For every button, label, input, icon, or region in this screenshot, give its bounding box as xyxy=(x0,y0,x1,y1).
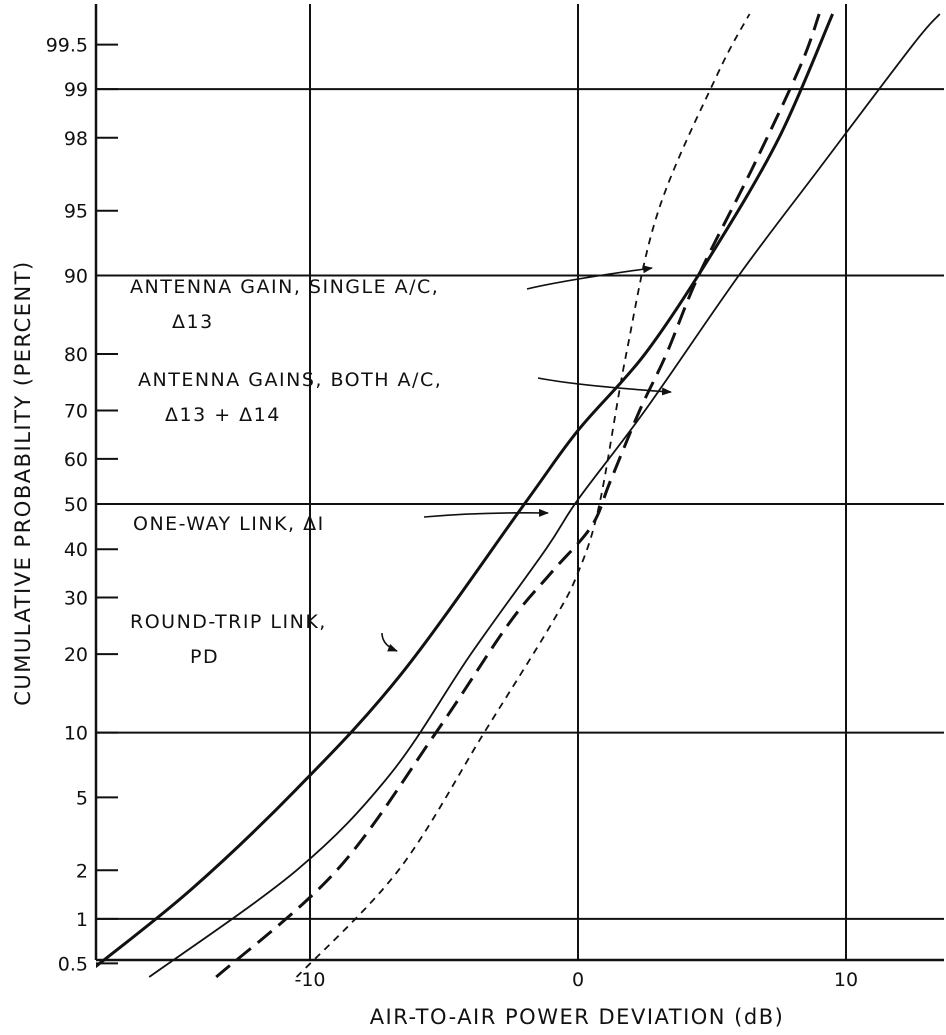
y-tick-label: 5 xyxy=(76,787,88,809)
y-tick-label: 95 xyxy=(64,201,88,223)
y-tick-label: 10 xyxy=(64,723,88,745)
y-axis-title: CUMULATIVE PROBABILITY (PERCENT) xyxy=(11,260,35,705)
y-tick-label: 90 xyxy=(64,265,88,287)
annotation-1: ANTENNA GAIN, SINGLE A/C, Δ13 xyxy=(130,268,652,333)
gridlines xyxy=(96,4,944,960)
y-tick-label: 20 xyxy=(64,644,88,666)
y-tick-label: 0.5 xyxy=(58,953,88,975)
annotation-arrow xyxy=(424,513,548,517)
x-axis-ticks: -10 0 10 xyxy=(294,969,858,991)
annotation-text: ANTENNA GAIN, SINGLE A/C, xyxy=(130,276,439,298)
annotation-text: ANTENNA GAINS, BOTH A/C, xyxy=(138,369,442,391)
series-line-thin-solid xyxy=(149,14,940,977)
y-tick-label: 2 xyxy=(76,860,88,882)
y-tick-label: 30 xyxy=(64,588,88,610)
x-tick-label: 10 xyxy=(834,969,858,991)
annotation-3: ONE-WAY LINK, ΔI xyxy=(133,513,548,535)
annotation-4: ROUND-TRIP LINK, PD xyxy=(130,611,397,668)
annotation-arrow xyxy=(527,268,652,289)
y-tick-label: 99.5 xyxy=(46,35,88,57)
y-tick-label: 70 xyxy=(64,401,88,423)
annotation-text: ROUND-TRIP LINK, xyxy=(130,611,327,633)
series-line-thick-dashed xyxy=(216,14,819,977)
series-line-thick-solid xyxy=(82,14,832,977)
y-tick-label: 98 xyxy=(64,128,88,150)
y-tick-label: 1 xyxy=(76,909,88,931)
annotation-text: ONE-WAY LINK, ΔI xyxy=(133,513,325,535)
annotation-text: Δ13 + Δ14 xyxy=(165,404,281,426)
y-tick-label: 50 xyxy=(64,494,88,516)
y-tick-label: 40 xyxy=(64,539,88,561)
series-line-thin-dashed xyxy=(297,14,750,977)
plot-frame xyxy=(96,4,944,960)
y-tick-label: 80 xyxy=(64,344,88,366)
x-tick-label: -10 xyxy=(294,969,325,991)
annotation-text: PD xyxy=(190,646,219,668)
y-axis-ticks: 0.5 1 2 5 10 20 30 40 50 60 70 80 90 95 98 99 99.5 xyxy=(46,35,118,976)
annotation-arrow xyxy=(382,633,397,651)
x-tick-label: 0 xyxy=(572,969,584,991)
y-tick-label: 99 xyxy=(64,79,88,101)
y-tick-label: 60 xyxy=(64,449,88,471)
data-series xyxy=(82,14,940,977)
annotation-text: Δ13 xyxy=(172,311,214,333)
x-axis-title: AIR-TO-AIR POWER DEVIATION (dB) xyxy=(370,1005,785,1029)
